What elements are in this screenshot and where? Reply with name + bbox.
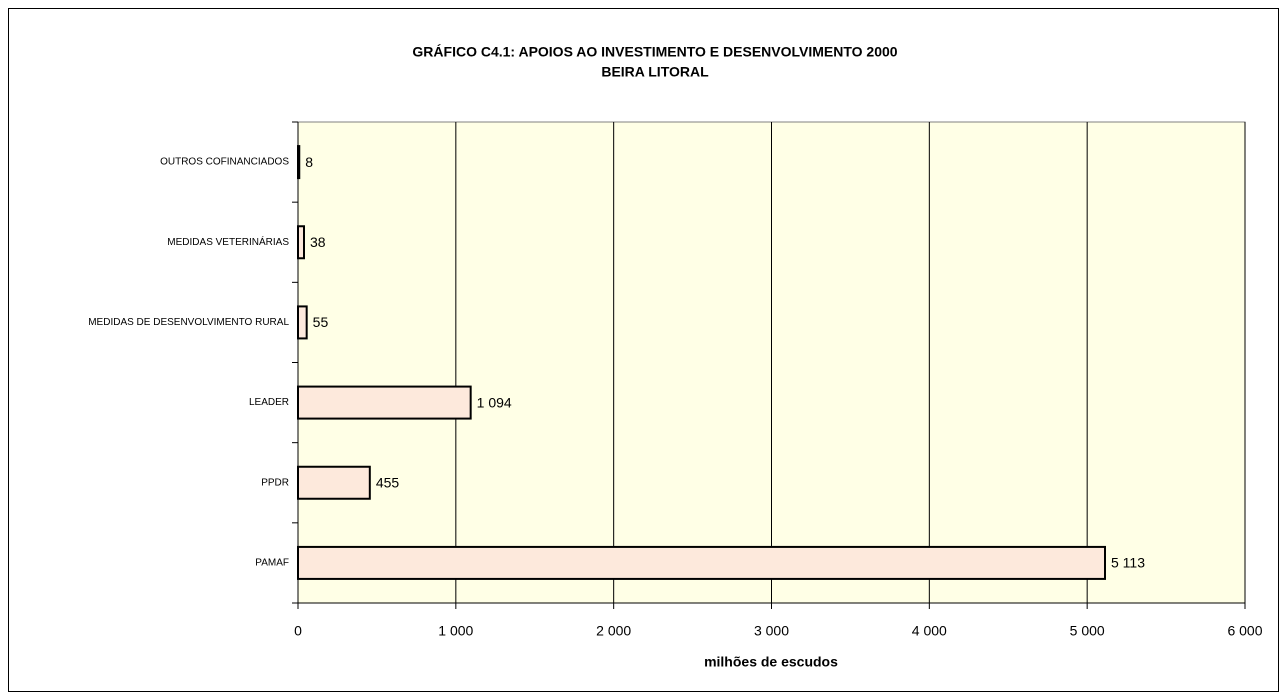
bar <box>297 225 305 260</box>
x-tick-label: 4 000 <box>912 623 947 639</box>
x-axis-label: milhões de escudos <box>704 654 838 670</box>
y-tick-label: LEADER <box>249 397 289 408</box>
y-tick-label: MEDIDAS VETERINÁRIAS <box>167 235 289 248</box>
x-tick-label: 1 000 <box>438 623 473 639</box>
value-label: 1 094 <box>477 394 512 410</box>
bar <box>297 305 308 340</box>
x-tick-label: 0 <box>294 623 302 639</box>
bar <box>297 145 301 180</box>
y-tick-label: MEDIDAS DE DESENVOLVIMENTO RURAL <box>88 317 289 328</box>
x-tick-label: 3 000 <box>754 623 789 639</box>
x-tick-label: 5 000 <box>1070 623 1105 639</box>
value-label: 455 <box>376 474 400 490</box>
value-label: 55 <box>313 314 329 330</box>
chart-title: GRÁFICO C4.1: APOIOS AO INVESTIMENTO E D… <box>412 44 897 60</box>
bar <box>297 385 472 420</box>
y-tick-label: PAMAF <box>255 558 289 569</box>
bar <box>297 545 1107 580</box>
x-tick-label: 6 000 <box>1227 623 1262 639</box>
value-label: 8 <box>305 154 313 170</box>
chart-subtitle: BEIRA LITORAL <box>601 64 709 80</box>
x-tick-label: 2 000 <box>596 623 631 639</box>
value-label: 38 <box>310 234 326 250</box>
value-label: 5 113 <box>1111 555 1145 571</box>
y-tick-label: PPDR <box>261 477 289 488</box>
bar <box>297 465 371 500</box>
y-tick-label: OUTROS COFINANCIADOS <box>160 157 289 168</box>
